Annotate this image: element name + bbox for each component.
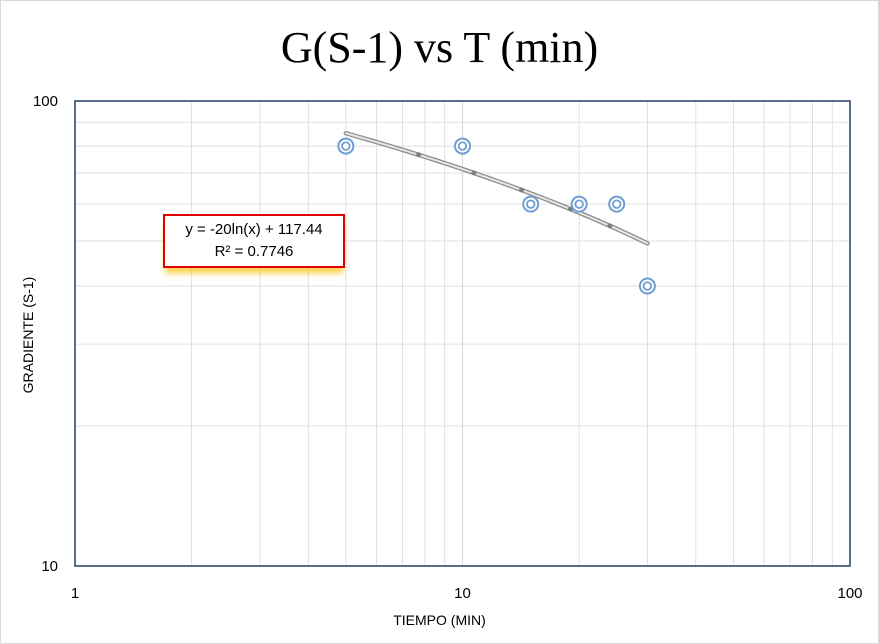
trendline <box>343 130 650 246</box>
data-point <box>608 195 626 213</box>
trendline-marker <box>416 152 422 158</box>
data-point <box>454 137 471 155</box>
data-point <box>638 277 656 295</box>
data-point <box>570 195 588 213</box>
trendline-marker <box>471 170 477 176</box>
trendline-equation-box: y = -20ln(x) + 117.44 R² = 0.7746 <box>163 214 345 268</box>
chart-title: G(S-1) vs T (min) <box>280 23 599 72</box>
x-tick-label: 1 <box>71 585 79 602</box>
x-axis-label: TIEMPO (MIN) <box>393 612 486 628</box>
y-axis-label: GRADIENTE (S-1) <box>20 276 36 394</box>
data-point-outer-ring <box>337 137 355 155</box>
data-point <box>337 137 355 155</box>
plot-area-border <box>74 100 851 567</box>
trendline-inner <box>344 132 649 245</box>
data-point-inner-ring <box>341 141 351 151</box>
data-point-outer-ring <box>522 195 540 213</box>
data-point-inner-ring <box>457 141 468 151</box>
data-point-outer-ring <box>638 277 656 295</box>
data-point <box>522 195 540 213</box>
grid-lines <box>75 101 850 566</box>
trendline-outer <box>343 130 650 246</box>
y-tick-label: 100 <box>33 93 58 110</box>
data-point-outer-ring <box>608 195 626 213</box>
data-point-inner-ring <box>612 199 622 209</box>
data-point-inner-ring <box>642 281 653 291</box>
trendline-equation: y = -20ln(x) + 117.44 <box>185 221 323 238</box>
y-tick-label: 10 <box>41 558 58 575</box>
tick-labels: 1 10 100 100 10 <box>33 93 863 602</box>
data-point-outer-ring <box>570 195 588 213</box>
x-tick-label: 10 <box>454 585 471 602</box>
data-point-outer-ring <box>454 137 471 155</box>
trendline-marker <box>519 187 525 193</box>
data-point-inner-ring <box>574 199 584 209</box>
x-tick-label: 100 <box>837 585 862 602</box>
data-points <box>337 137 656 295</box>
data-point-inner-ring <box>526 199 536 209</box>
trendline-r-squared: R² = 0.7746 <box>214 243 294 260</box>
trendline-marker <box>607 223 613 229</box>
